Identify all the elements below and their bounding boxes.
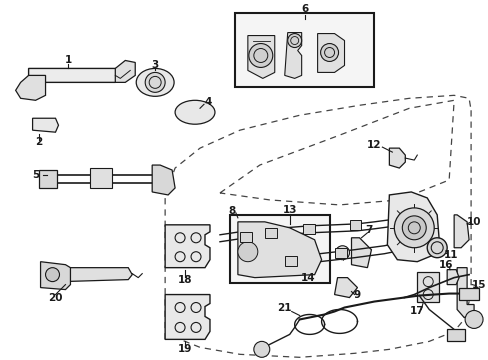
- Text: 15: 15: [471, 280, 486, 289]
- Polygon shape: [115, 60, 135, 82]
- Circle shape: [287, 33, 301, 48]
- Text: 11: 11: [443, 250, 457, 260]
- Text: 17: 17: [409, 306, 424, 316]
- Text: 19: 19: [178, 345, 192, 354]
- Polygon shape: [456, 268, 473, 318]
- Bar: [39, 170, 57, 188]
- Bar: [284, 256, 296, 266]
- Circle shape: [393, 208, 433, 248]
- Bar: [458, 288, 478, 300]
- Text: 3: 3: [151, 60, 159, 71]
- Text: 1: 1: [65, 55, 72, 66]
- Bar: [234, 13, 374, 87]
- Polygon shape: [237, 222, 321, 278]
- Text: 18: 18: [178, 275, 192, 285]
- Circle shape: [320, 44, 338, 62]
- Bar: [240, 232, 251, 242]
- Polygon shape: [62, 268, 132, 282]
- Circle shape: [253, 341, 269, 357]
- Text: 2: 2: [35, 137, 42, 147]
- Text: 6: 6: [301, 4, 307, 14]
- Polygon shape: [453, 215, 468, 248]
- Bar: [90, 168, 112, 188]
- Text: 14: 14: [300, 273, 314, 283]
- Ellipse shape: [175, 100, 215, 124]
- Polygon shape: [33, 118, 59, 132]
- Circle shape: [464, 310, 482, 328]
- Text: 4: 4: [204, 97, 211, 107]
- Ellipse shape: [136, 68, 174, 96]
- Text: 13: 13: [282, 205, 296, 215]
- Polygon shape: [351, 238, 371, 268]
- Text: 8: 8: [228, 206, 235, 216]
- Bar: [446, 329, 464, 341]
- Circle shape: [335, 246, 349, 260]
- Polygon shape: [446, 270, 458, 285]
- Polygon shape: [388, 148, 405, 168]
- Bar: [302, 224, 314, 234]
- Text: 7: 7: [365, 225, 372, 235]
- Bar: [229, 215, 329, 283]
- Polygon shape: [284, 32, 301, 78]
- Polygon shape: [41, 262, 70, 289]
- Polygon shape: [247, 36, 274, 78]
- Circle shape: [237, 242, 257, 262]
- Text: 10: 10: [466, 217, 480, 227]
- Polygon shape: [28, 68, 125, 82]
- Circle shape: [402, 216, 426, 240]
- Bar: [334, 248, 346, 258]
- Polygon shape: [165, 294, 209, 339]
- Polygon shape: [16, 75, 45, 100]
- Polygon shape: [386, 192, 438, 262]
- Text: 9: 9: [353, 289, 360, 300]
- Bar: [264, 228, 276, 238]
- Text: 5: 5: [32, 170, 39, 180]
- Polygon shape: [152, 165, 175, 195]
- Text: 21: 21: [277, 302, 291, 312]
- Circle shape: [45, 268, 60, 282]
- Text: 16: 16: [438, 260, 452, 270]
- Bar: [416, 272, 438, 302]
- Circle shape: [145, 72, 165, 92]
- Bar: [349, 220, 361, 230]
- Text: 12: 12: [366, 140, 381, 150]
- Polygon shape: [334, 278, 357, 298]
- Polygon shape: [165, 225, 209, 268]
- Circle shape: [248, 44, 272, 67]
- Polygon shape: [317, 33, 344, 72]
- Text: 20: 20: [48, 293, 62, 302]
- Circle shape: [427, 238, 446, 258]
